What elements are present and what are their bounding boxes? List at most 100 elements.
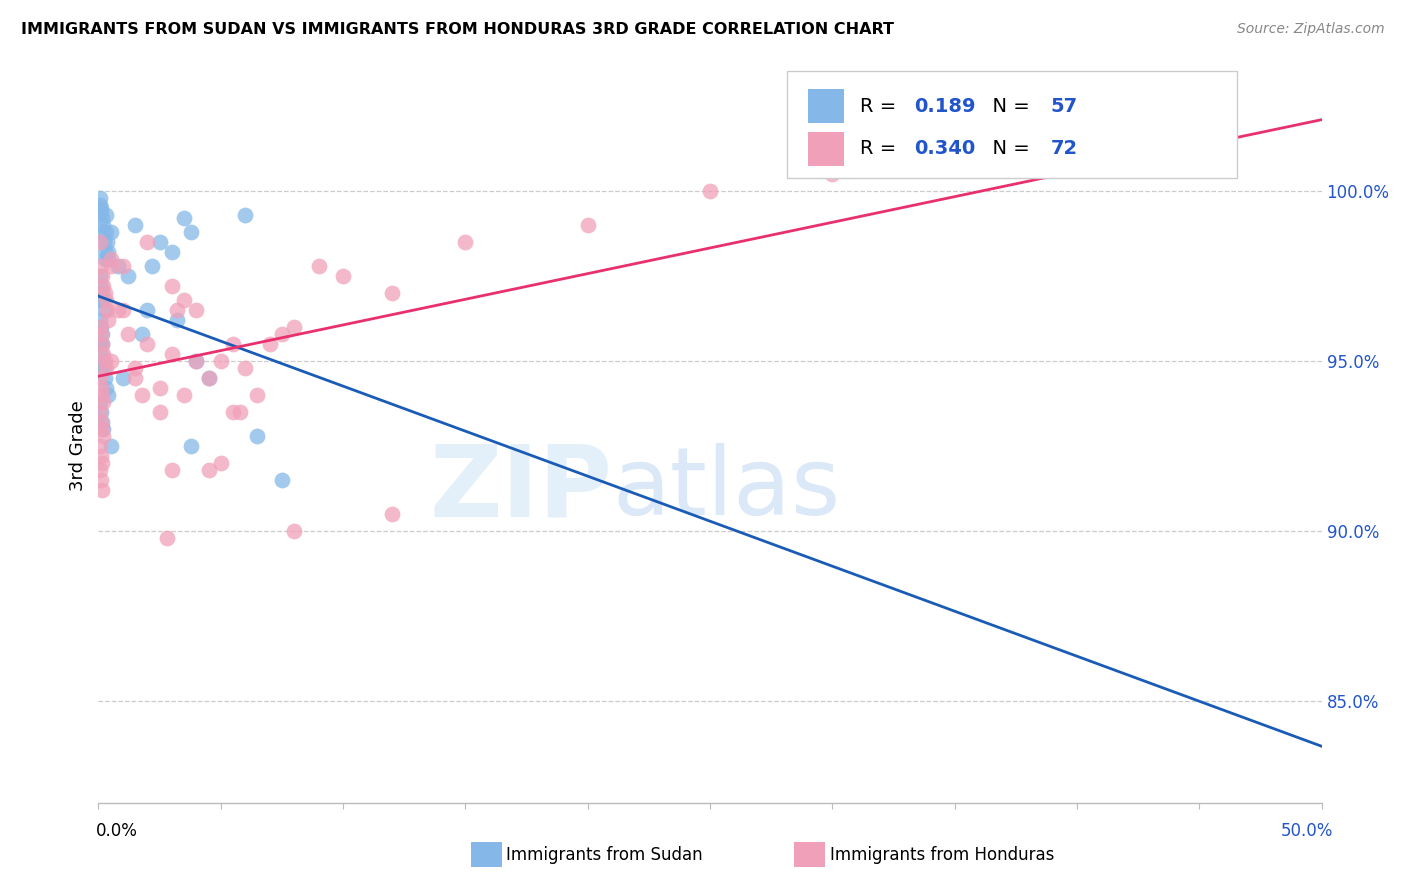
Text: 0.189: 0.189: [914, 96, 976, 116]
Point: [156, 531, 179, 545]
Text: 0.0%: 0.0%: [96, 822, 138, 840]
Text: 50.0%: 50.0%: [1281, 822, 1333, 840]
Point: [93, 303, 115, 318]
Point: [89, 293, 111, 307]
Text: ZIP: ZIP: [429, 441, 612, 537]
Point: [90, 405, 112, 419]
Point: [91, 456, 114, 470]
Point: [89, 320, 111, 334]
Point: [186, 354, 208, 368]
Point: [91, 286, 114, 301]
Point: [94, 360, 117, 375]
Point: [89, 235, 111, 249]
Point: [96, 235, 118, 249]
Point: [89, 439, 111, 453]
Point: [699, 184, 721, 198]
Point: [270, 326, 294, 341]
Point: [90, 326, 112, 341]
Point: [89, 371, 111, 385]
Point: [91, 415, 114, 429]
Point: [91, 388, 114, 402]
Point: [173, 388, 195, 402]
Point: [124, 360, 146, 375]
Point: [283, 320, 305, 334]
Point: [233, 208, 256, 222]
Point: [89, 198, 111, 212]
Point: [90, 360, 112, 375]
Point: [90, 473, 112, 487]
Point: [90, 259, 112, 273]
Point: [90, 279, 112, 293]
Point: [90, 449, 112, 463]
Point: [246, 429, 269, 443]
Point: [124, 218, 146, 232]
Point: [136, 303, 159, 318]
Point: [97, 252, 120, 266]
Point: [149, 381, 172, 395]
Point: [381, 286, 404, 301]
Point: [91, 211, 114, 226]
Point: [136, 337, 159, 351]
Point: [173, 293, 195, 307]
Text: Source: ZipAtlas.com: Source: ZipAtlas.com: [1237, 22, 1385, 37]
Point: [124, 371, 146, 385]
Point: [93, 286, 115, 301]
Point: [332, 269, 354, 284]
Y-axis label: 3rd Grade: 3rd Grade: [69, 401, 87, 491]
Point: [381, 507, 404, 521]
Point: [117, 326, 139, 341]
Point: [107, 259, 129, 273]
Point: [111, 259, 134, 273]
Point: [111, 303, 134, 318]
Point: [97, 388, 120, 402]
Point: [100, 439, 122, 453]
Point: [91, 394, 114, 409]
Point: [149, 405, 172, 419]
Point: [283, 524, 305, 538]
Point: [93, 245, 115, 260]
Point: [197, 463, 219, 477]
Point: [100, 252, 122, 266]
Point: [97, 313, 120, 327]
Point: [89, 313, 111, 327]
Point: [90, 381, 112, 395]
Point: [246, 388, 269, 402]
Text: N =: N =: [980, 139, 1036, 159]
Point: [100, 225, 122, 239]
Point: [136, 235, 159, 249]
Point: [91, 422, 114, 436]
Point: [576, 218, 599, 232]
Point: [229, 405, 252, 419]
Point: [100, 354, 122, 368]
Point: [160, 245, 183, 260]
Text: R =: R =: [860, 139, 903, 159]
Point: [222, 337, 245, 351]
Point: [186, 303, 208, 318]
Point: [91, 293, 114, 307]
Point: [197, 371, 219, 385]
Point: [259, 337, 281, 351]
Point: [160, 347, 183, 361]
Point: [90, 320, 112, 334]
Point: [93, 360, 115, 375]
Point: [131, 388, 153, 402]
Point: [91, 279, 114, 293]
Point: [91, 326, 114, 341]
Point: [117, 269, 139, 284]
Point: [100, 259, 122, 273]
Point: [107, 303, 129, 318]
Point: [89, 405, 111, 419]
Point: [93, 235, 115, 249]
Point: [94, 371, 117, 385]
Text: Immigrants from Honduras: Immigrants from Honduras: [830, 846, 1054, 863]
Point: [209, 456, 232, 470]
Point: [111, 371, 134, 385]
Point: [91, 269, 114, 284]
Point: [91, 225, 114, 239]
Point: [90, 201, 112, 215]
Point: [91, 483, 114, 498]
Point: [91, 422, 114, 436]
Point: [180, 439, 202, 453]
Point: [160, 279, 183, 293]
Text: IMMIGRANTS FROM SUDAN VS IMMIGRANTS FROM HONDURAS 3RD GRADE CORRELATION CHART: IMMIGRANTS FROM SUDAN VS IMMIGRANTS FROM…: [21, 22, 894, 37]
